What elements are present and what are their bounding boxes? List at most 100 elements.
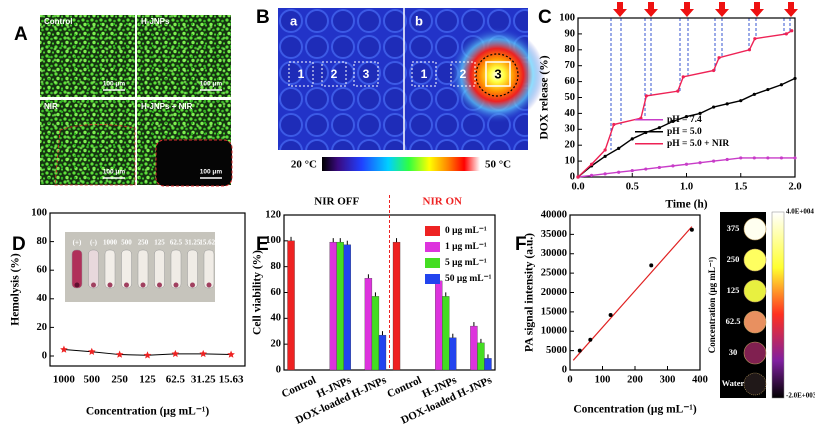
image-label: NIR (44, 102, 58, 111)
tube-pellet (173, 282, 179, 288)
data-point (712, 105, 716, 109)
x-tick-label: 250 (111, 374, 128, 386)
annotation: NIR ON (423, 196, 462, 208)
scale-bar-label: 100 μm (103, 169, 126, 176)
data-point (793, 156, 797, 160)
data-point (657, 165, 661, 170)
data-point (712, 159, 716, 163)
data-point (576, 175, 580, 179)
tube (88, 249, 99, 289)
tube (203, 249, 215, 289)
arrow (784, 2, 798, 17)
y-tick-label: 0 (562, 364, 567, 375)
tube-label: 15.625 (199, 239, 219, 247)
y-tick-label: 25000 (541, 268, 567, 279)
y-tick-label: 20 (565, 140, 576, 151)
y-tick-label: 10000 (541, 326, 567, 337)
pa-well (743, 372, 767, 396)
tube-pellet (91, 282, 96, 288)
legend-label: pH = 5.0 + NIR (667, 139, 729, 149)
pa-row-label: Water (722, 378, 745, 388)
panel-label: F (515, 234, 527, 255)
panel-label: D (12, 234, 26, 255)
tube (170, 249, 182, 289)
y-tick-label: 35000 (541, 229, 567, 240)
image-label: Control (44, 17, 72, 26)
y-tick-label: 40 (271, 313, 282, 324)
scale-bar-label: 100 μm (200, 81, 223, 88)
data-point (617, 146, 621, 150)
tube-label: 62.5 (170, 239, 183, 247)
x-tick-label: 400 (692, 374, 708, 385)
pa-well (743, 310, 767, 334)
arrow (644, 2, 658, 17)
data-point (649, 263, 654, 268)
data-point (603, 172, 607, 176)
image-label: a (290, 13, 298, 28)
data-point (630, 137, 634, 141)
region-label: 3 (363, 67, 370, 81)
bar (435, 280, 443, 371)
data-point (171, 349, 180, 358)
bar (470, 325, 478, 371)
image-label: H-JNPs + NIR (141, 102, 193, 111)
region-box (485, 61, 511, 87)
x-tick-label: 200 (627, 374, 643, 385)
y-tick-label: 60 (37, 265, 48, 276)
x-tick-label: 100 (595, 374, 611, 385)
data-point (698, 161, 702, 165)
y-tick-label: 15000 (541, 306, 567, 317)
y-tick-label: 40000 (541, 209, 567, 220)
data-point (588, 337, 593, 342)
legend-label: 1 μg mL⁻¹ (445, 242, 487, 252)
tube-pellet (206, 282, 212, 288)
data-point (725, 157, 729, 162)
y-tick-label: 10 (565, 156, 576, 167)
data-point (630, 169, 634, 173)
y-tick-label: 0 (276, 364, 281, 375)
x-tick-label: 300 (660, 374, 676, 385)
scale-bar-label: 100 μm (200, 169, 223, 176)
tube (154, 249, 165, 289)
legend-swatch (425, 226, 440, 236)
bar (484, 358, 492, 371)
y-tick-label: 80 (565, 44, 576, 55)
region-box (411, 61, 437, 87)
data-point (779, 83, 784, 87)
y-tick-label: 20 (37, 322, 48, 333)
pa-colorbar (771, 211, 785, 399)
panel-label: C (538, 7, 552, 28)
data-point (603, 154, 607, 158)
x-tick-label: 1.0 (680, 181, 693, 192)
y-tick-label: 50 (565, 92, 576, 103)
y-tick-label: 100 (265, 235, 281, 246)
tube-pellet (157, 282, 162, 288)
tube-label: 31.25 (185, 239, 201, 247)
data-line (577, 30, 793, 178)
region-label: 1 (298, 67, 305, 81)
pa-row-label: 125 (727, 285, 740, 295)
tube-label: 1000 (103, 239, 118, 247)
data-point (739, 156, 743, 160)
tube-label: (-) (90, 239, 98, 247)
pa-row-label: 62.5 (726, 316, 741, 326)
data-point (753, 37, 757, 41)
data-point (779, 156, 784, 160)
tube-label: 125 (154, 239, 165, 247)
panel-label: E (256, 234, 269, 255)
y-tick-label: 80 (271, 261, 282, 272)
legend-label: 50 μg mL⁻¹ (445, 274, 492, 284)
data-point (790, 29, 794, 33)
x-tick-label: 1000 (53, 374, 76, 386)
pa-row-label: 375 (727, 223, 740, 233)
x-tick-label: 125 (139, 374, 156, 386)
x-axis-label: Concentration (μg mL⁻¹) (573, 404, 697, 416)
arrow (750, 2, 764, 17)
y-tick-label: 0 (42, 350, 47, 361)
y-tick-label: 20 (271, 339, 282, 350)
y-axis-label: Hemolysis (%) (10, 253, 22, 326)
y-tick-label: 0 (570, 171, 575, 182)
nir-markers (610, 18, 791, 150)
tube (121, 249, 132, 289)
